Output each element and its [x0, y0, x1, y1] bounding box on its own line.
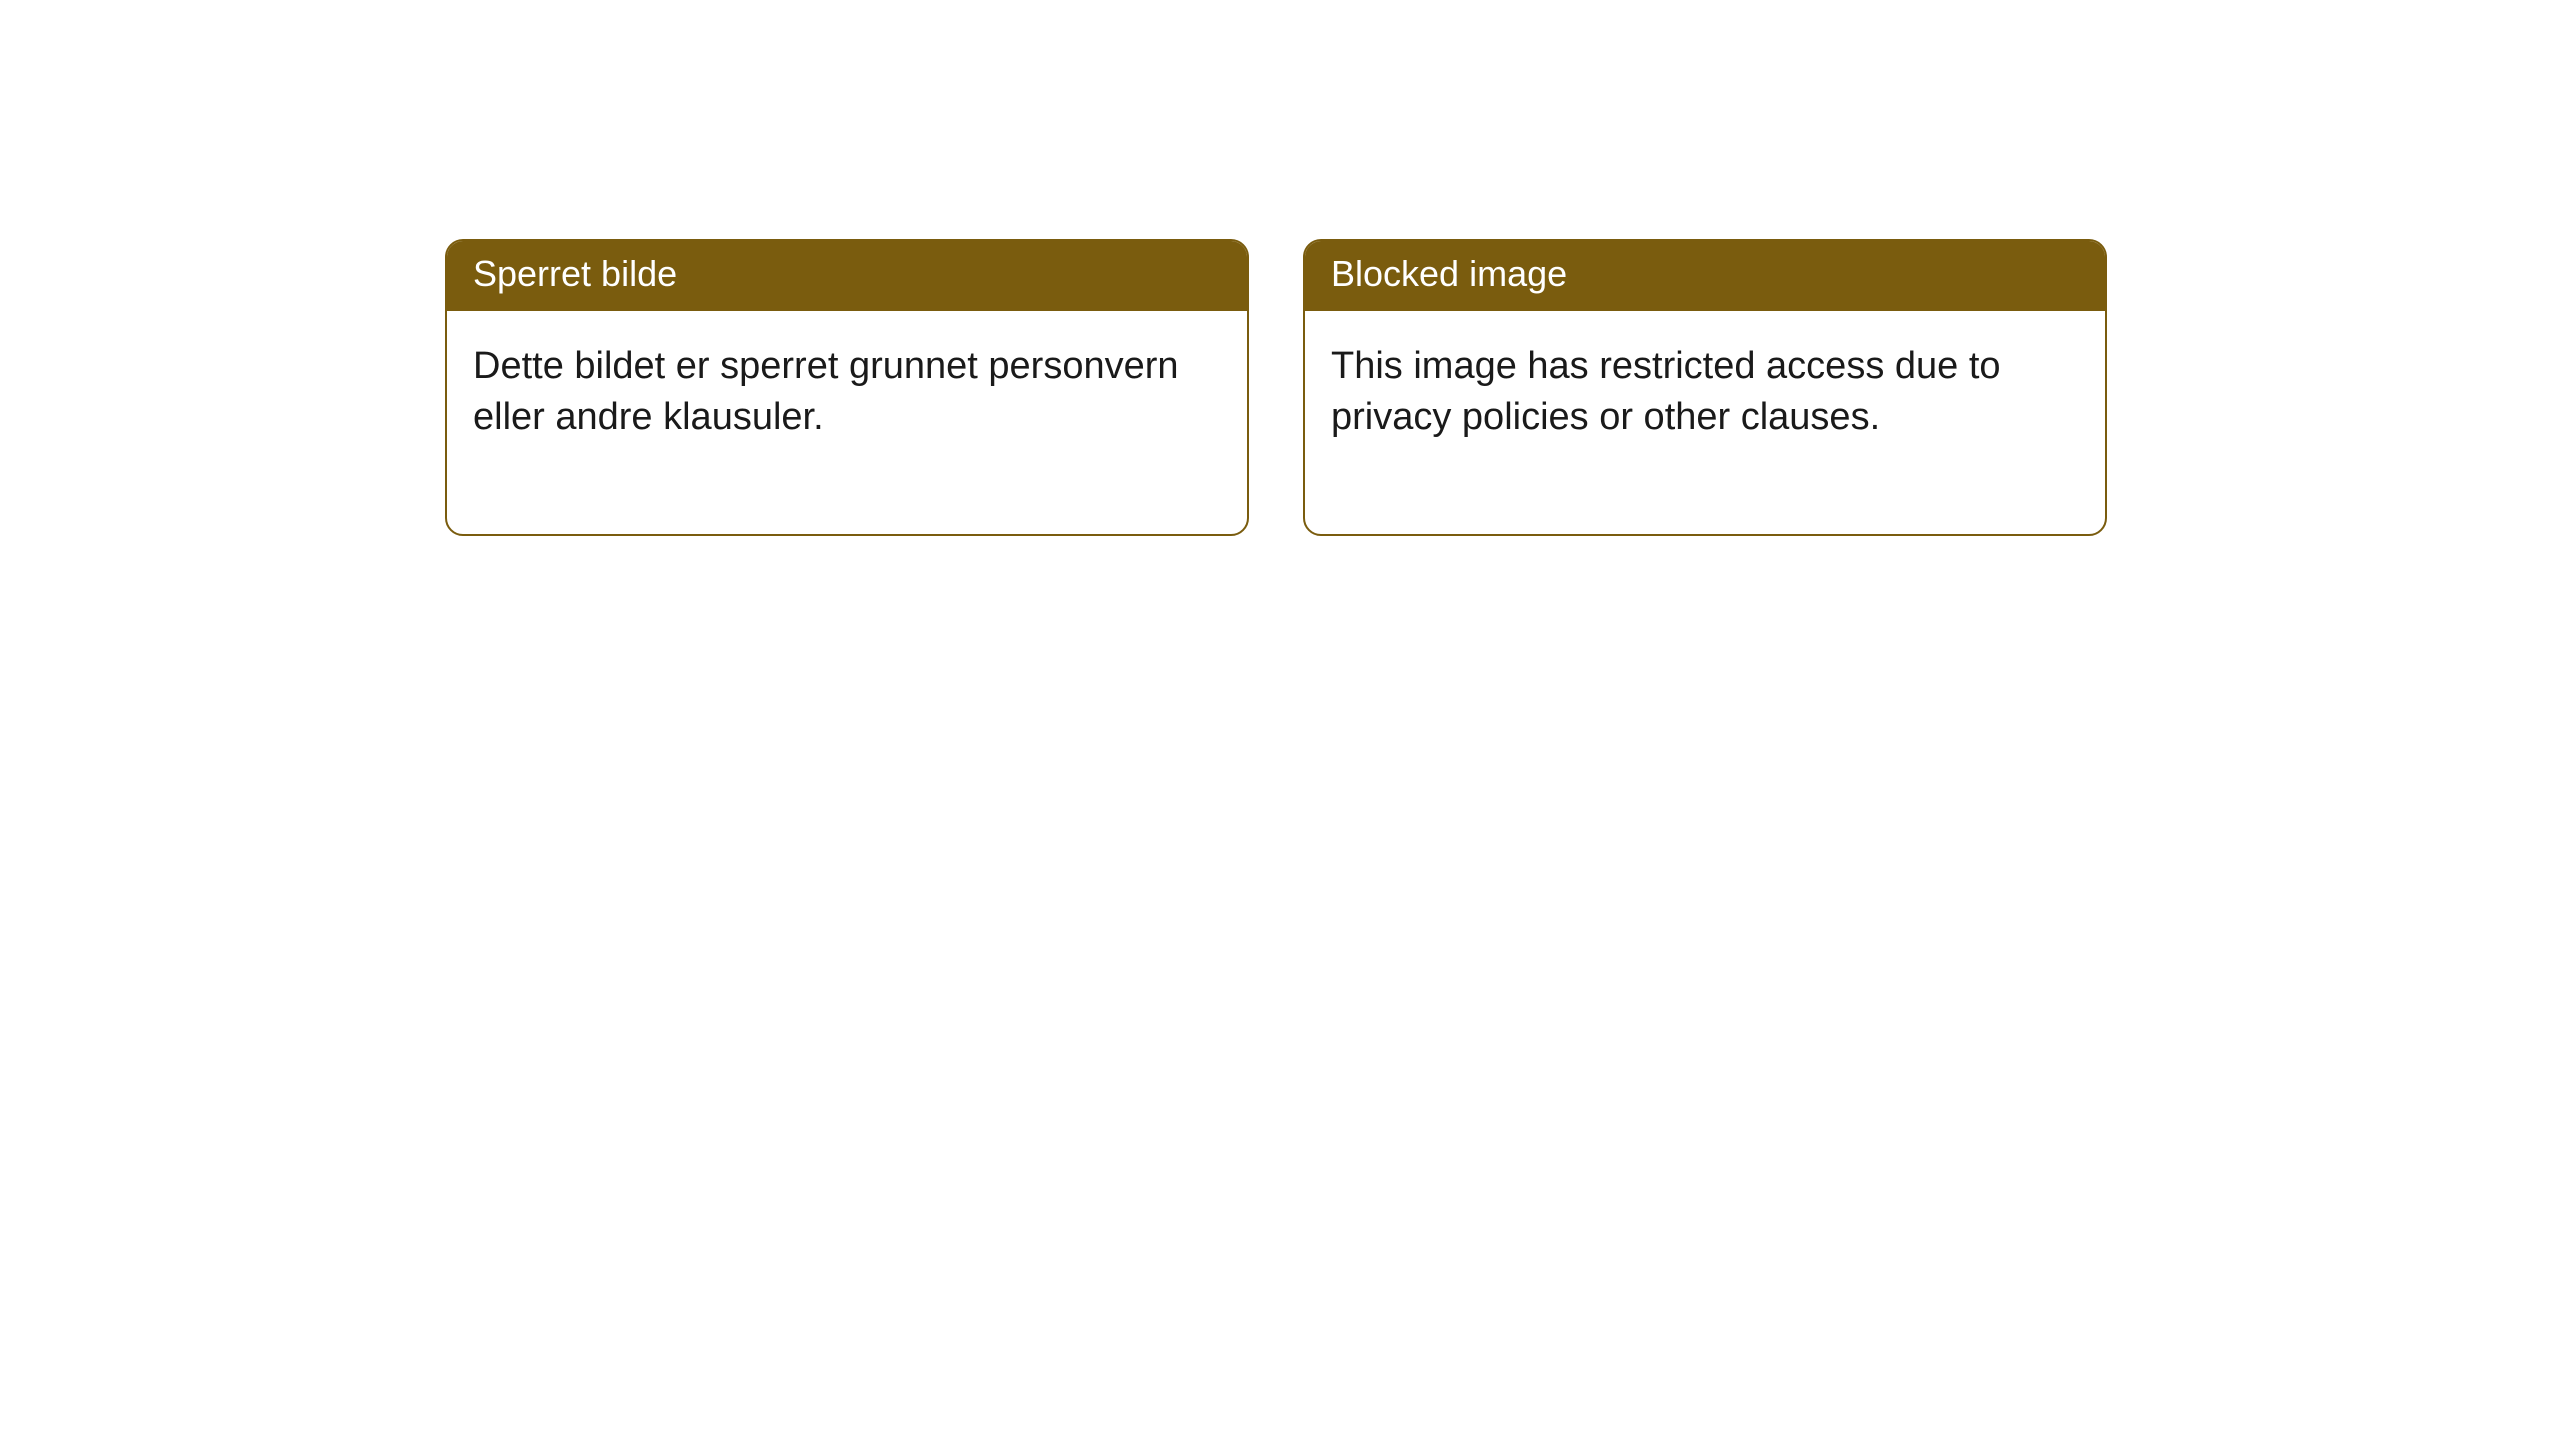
- notice-header-english: Blocked image: [1305, 241, 2105, 311]
- notice-header-norwegian: Sperret bilde: [447, 241, 1247, 311]
- notice-container: Sperret bilde Dette bildet er sperret gr…: [445, 239, 2107, 536]
- notice-body-norwegian: Dette bildet er sperret grunnet personve…: [447, 311, 1247, 534]
- notice-card-english: Blocked image This image has restricted …: [1303, 239, 2107, 536]
- notice-card-norwegian: Sperret bilde Dette bildet er sperret gr…: [445, 239, 1249, 536]
- notice-body-english: This image has restricted access due to …: [1305, 311, 2105, 534]
